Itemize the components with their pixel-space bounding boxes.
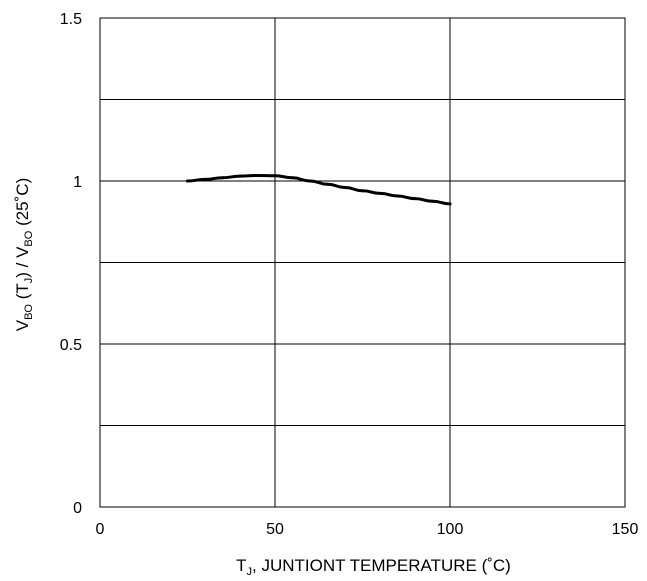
data-point bbox=[308, 179, 312, 183]
data-point bbox=[221, 176, 224, 180]
data-point bbox=[378, 191, 382, 195]
series-line bbox=[186, 173, 452, 206]
data-point bbox=[343, 186, 347, 190]
grid bbox=[100, 18, 625, 507]
data-point bbox=[448, 202, 452, 206]
x-tick-label: 100 bbox=[437, 521, 464, 538]
x-tick-label: 150 bbox=[612, 521, 639, 538]
x-tick-label: 0 bbox=[96, 521, 105, 538]
data-point bbox=[396, 194, 399, 198]
tick-labels: 0 50 100 150 0 0.5 1 1.5 bbox=[60, 11, 639, 538]
x-tick-label: 50 bbox=[266, 521, 284, 538]
data-point bbox=[326, 182, 329, 186]
data-point bbox=[291, 176, 294, 180]
plot-area bbox=[99, 17, 626, 508]
data-point bbox=[256, 173, 259, 177]
data-point bbox=[203, 177, 207, 181]
data-point bbox=[186, 179, 189, 183]
y-tick-label: 1 bbox=[73, 174, 82, 191]
data-point bbox=[431, 199, 434, 203]
series-points bbox=[186, 173, 452, 206]
y-tick-label: 0.5 bbox=[60, 337, 82, 354]
y-tick-label: 0 bbox=[73, 500, 82, 517]
data-point bbox=[273, 174, 277, 178]
data-point bbox=[413, 197, 417, 201]
data-point bbox=[361, 189, 364, 193]
x-axis-title: TJ, JUNTIONT TEMPERATURE (˚C) bbox=[236, 556, 511, 578]
y-axis-title: VBO (TJ) / VBO (25˚C) bbox=[13, 178, 35, 332]
y-tick-label: 1.5 bbox=[60, 11, 82, 28]
data-point bbox=[238, 174, 242, 178]
